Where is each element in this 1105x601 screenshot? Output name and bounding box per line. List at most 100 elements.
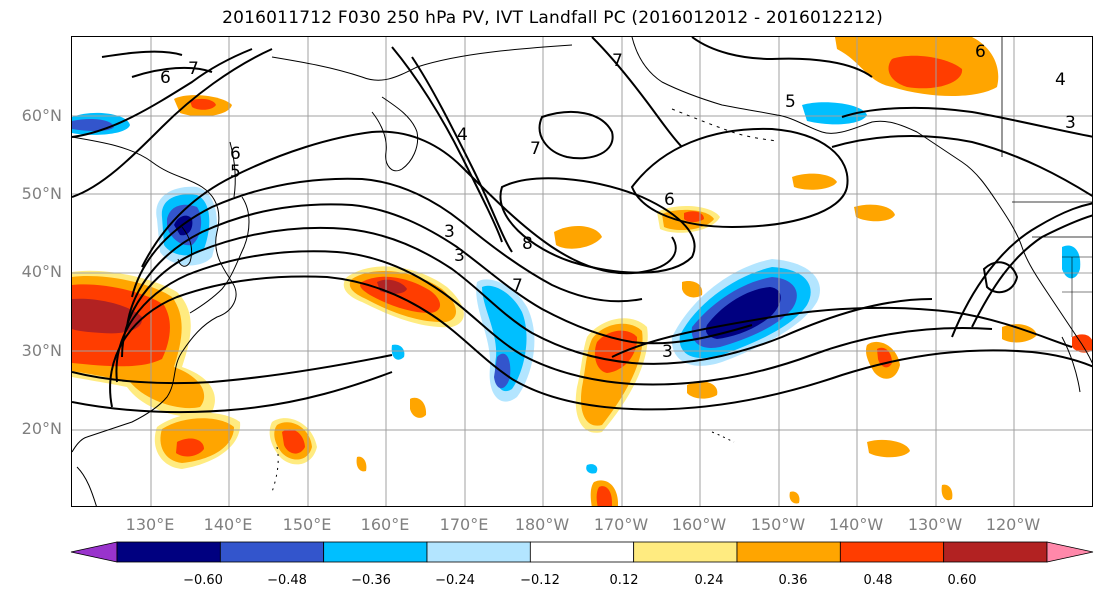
pv-contour: [72, 48, 253, 138]
positive-anomaly: [72, 298, 143, 334]
latitude-label: 20°N: [21, 419, 62, 438]
longitude-label: 150°E: [282, 515, 332, 534]
longitude-label: 140°E: [203, 515, 253, 534]
colorbar: [70, 541, 1094, 563]
colorbar-tick-label: 0.12: [609, 573, 639, 588]
pv-contour: [391, 46, 503, 243]
pv-contour: [971, 214, 1092, 328]
pv-contour: [841, 106, 1092, 138]
baja: [1061, 336, 1081, 393]
contour-label: 5: [785, 92, 796, 112]
aleutians: [671, 108, 778, 142]
pv-contour: [951, 202, 1092, 338]
contour-label: 4: [457, 125, 468, 145]
positive-anomaly: [941, 484, 953, 501]
longitude-label: 160°E: [360, 515, 410, 534]
pv-contour: [591, 37, 683, 148]
colorbar-tick-label: −0.48: [267, 573, 307, 588]
colorbar-tick-label: −0.36: [351, 573, 391, 588]
contour-labels: 7 6 6 5 4 8 7 7 6 5 6 4 3 7 3 3 3: [160, 42, 1076, 362]
positive-anomaly: [596, 486, 612, 506]
hawaii: [711, 431, 735, 443]
colorbar-segment: [70, 541, 118, 563]
colorbar-segment: [1046, 541, 1094, 563]
positive-anomaly: [888, 55, 963, 89]
longitude-label: 150°W: [750, 515, 806, 534]
sakhalin: [229, 141, 236, 198]
longitude-label: 130°E: [125, 515, 175, 534]
colorbar-tick-label: −0.12: [520, 573, 560, 588]
pv-contour: [131, 177, 643, 303]
colorbar-tick-label: −0.60: [183, 573, 223, 588]
pv-contour: [691, 37, 873, 78]
contour-label: 6: [160, 68, 171, 88]
positive-anomaly: [854, 204, 895, 222]
shading-layer: [72, 37, 1092, 506]
positive-anomaly: [789, 491, 800, 504]
mariana: [271, 446, 279, 493]
contour-label: 3: [662, 342, 673, 362]
pv-contour: [72, 371, 393, 414]
contour-label: 3: [1065, 113, 1076, 133]
positive-anomaly: [687, 381, 718, 399]
japan-coast: [189, 196, 250, 314]
pv-contour: [109, 275, 1092, 411]
longitude-label: 160°W: [671, 515, 727, 534]
positive-anomaly: [792, 173, 837, 190]
positive-anomaly: [1072, 334, 1092, 353]
pv-contour: [126, 203, 753, 345]
colorbar-segment: [116, 541, 221, 563]
colorbar-segment: [839, 541, 945, 563]
contour-label: 7: [530, 139, 541, 159]
colorbar-tick-label: 0.48: [863, 573, 893, 588]
contour-label: 4: [1055, 70, 1066, 90]
map-panel: 7 6 6 5 4 8 7 7 6 5 6 4 3 7 3 3 3: [71, 36, 1093, 507]
positive-anomaly: [356, 456, 367, 472]
latitude-label: 60°N: [21, 106, 62, 125]
pv-contour: [831, 134, 1092, 197]
negative-anomaly: [1062, 245, 1081, 279]
latitude-label: 40°N: [21, 262, 62, 281]
longitude-label: 170°W: [593, 515, 649, 534]
positive-anomaly: [1002, 324, 1037, 343]
na-west-coast: [996, 201, 1092, 364]
negative-anomaly: [391, 344, 405, 360]
contour-label: 5: [230, 162, 241, 182]
pv-contour: [411, 56, 513, 253]
colorbar-segment: [943, 541, 1048, 563]
positive-anomaly: [682, 281, 703, 298]
pv-ivt-map: 7 6 6 5 4 8 7 7 6 5 6 4 3 7 3 3 3: [72, 37, 1092, 506]
longitude-label: 170°E: [439, 515, 489, 534]
pv-contour: [630, 127, 849, 229]
colorbar-tick-label: 0.24: [694, 573, 724, 588]
pv-contour: [499, 177, 696, 274]
longitude-label: 140°W: [828, 515, 884, 534]
colorbar-segment: [323, 541, 428, 563]
siberia-coast: [271, 44, 573, 81]
asia-coast: [72, 136, 237, 453]
pv-contour: [121, 226, 933, 365]
positive-anomaly: [867, 439, 910, 458]
positive-anomaly: [410, 397, 427, 418]
longitude-label: 120°W: [985, 515, 1041, 534]
longitude-label: 130°W: [907, 515, 963, 534]
alaska-coast: [631, 37, 998, 203]
negative-anomaly: [482, 285, 527, 392]
contour-label: 3: [454, 246, 465, 266]
positive-anomaly: [282, 429, 305, 454]
philippines: [76, 466, 97, 506]
pv-contour: [131, 66, 213, 78]
longitude-label: 180°W: [514, 515, 570, 534]
map-title: 2016011712 F030 250 hPa PV, IVT Landfall…: [222, 8, 883, 28]
colorbar-segment: [736, 541, 841, 563]
pv-contour: [101, 50, 183, 58]
positive-anomaly: [684, 211, 704, 222]
contour-label: 6: [664, 190, 675, 210]
colorbar-segment: [219, 541, 325, 563]
positive-anomaly: [554, 225, 602, 249]
positive-anomaly: [190, 98, 216, 110]
coastlines: [72, 37, 1092, 506]
pv-contour: [982, 261, 1019, 294]
contour-label: 7: [612, 51, 623, 71]
positive-anomaly: [176, 438, 204, 457]
